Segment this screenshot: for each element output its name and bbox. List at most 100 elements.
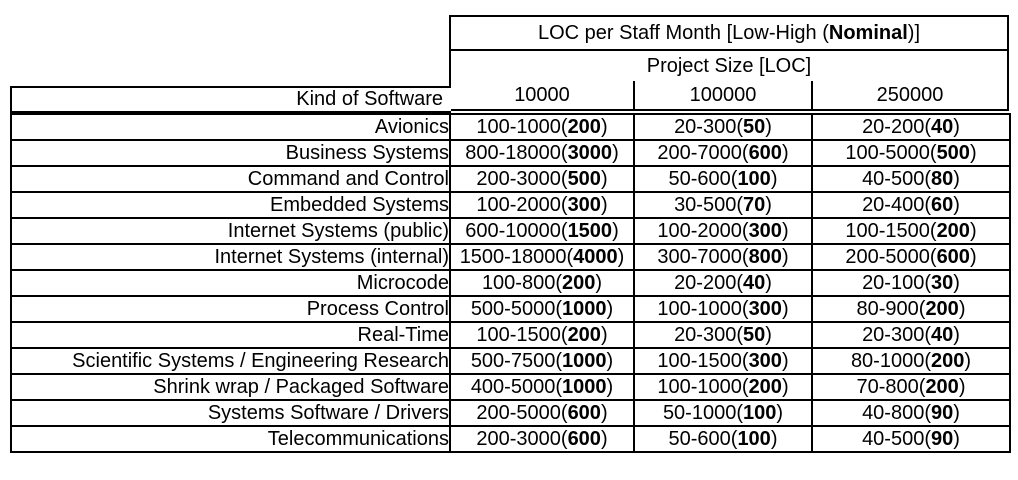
value-cell: 400-5000(1000) [449, 373, 635, 401]
nominal-value: 1000 [562, 297, 607, 320]
kind-cell: Real-Time [10, 321, 451, 349]
nominal-value: 600 [748, 141, 782, 164]
nominal-value: 600 [567, 427, 601, 450]
kind-cell: Microcode [10, 269, 451, 297]
nominal-value: 300 [748, 219, 782, 242]
kind-cell: Scientific Systems / Engineering Researc… [10, 347, 451, 375]
nominal-value: 500 [936, 141, 970, 164]
table-row: Shrink wrap / Packaged Software 400-5000(… [10, 373, 1011, 401]
column-header-10000: 10000 [514, 83, 570, 106]
nominal-value: 200 [925, 297, 959, 320]
table-row: Embedded Systems 100-2000(300) 30-500(70) 2… [10, 191, 1011, 219]
nominal-value: 90 [931, 427, 954, 450]
value-cell: 20-400(60) [811, 191, 1011, 219]
nominal-value: 300 [567, 193, 601, 216]
nominal-value: 1000 [562, 349, 607, 372]
data-table: Avionics 100-1000(200) 20-300(50) 20-200(40… [10, 113, 1011, 453]
nominal-value: 800 [748, 245, 782, 268]
nominal-value: 200 [931, 349, 965, 372]
value-cell: 40-500(80) [811, 165, 1011, 193]
value-cell: 50-600(100) [633, 165, 813, 193]
value-cell: 30-500(70) [633, 191, 813, 219]
value-cell: 20-100(30) [811, 269, 1011, 297]
value-cell: 70-800(200) [811, 373, 1011, 401]
nominal-value: 70 [743, 193, 766, 216]
kind-cell: Command and Control [10, 165, 451, 193]
value-cell: 20-200(40) [633, 269, 813, 297]
table-title: LOC per Staff Month [Low-High (Nominal)] [451, 17, 1007, 51]
nominal-value: 50 [743, 323, 766, 346]
nominal-value: 500 [567, 167, 601, 190]
value-cell: 100-800(200) [449, 269, 635, 297]
nominal-value: 60 [931, 193, 954, 216]
value-cell: 100-1000(200) [633, 373, 813, 401]
nominal-value: 300 [748, 349, 782, 372]
value-cell: 100-1500(300) [633, 347, 813, 375]
nominal-value: 200 [925, 375, 959, 398]
value-cell: 20-300(50) [633, 113, 813, 141]
column-header-100000: 100000 [633, 81, 811, 109]
table-row: Internet Systems (internal) 1500-18000(40… [10, 243, 1011, 271]
value-cell: 50-1000(100) [633, 399, 813, 427]
nominal-value: 200 [562, 271, 596, 294]
value-cell: 200-3000(600) [449, 425, 635, 453]
nominal-value: 200 [748, 375, 782, 398]
table-row: Internet Systems (public) 600-10000(1500)… [10, 217, 1011, 245]
table-row: Microcode 100-800(200) 20-200(40) 20-100(30… [10, 269, 1011, 297]
nominal-value: 80 [931, 167, 954, 190]
nominal-value: 100 [737, 167, 771, 190]
nominal-value: 3000 [567, 141, 613, 164]
nominal-value: 4000 [573, 245, 618, 268]
value-cell: 100-2000(300) [449, 191, 635, 219]
kind-cell: Telecommunications [10, 425, 451, 453]
table-row: Telecommunications 200-3000(600) 50-600(10… [10, 425, 1011, 453]
nominal-value: 40 [931, 115, 954, 138]
nominal-value: 200 [936, 219, 970, 242]
column-header-250000: 250000 [811, 81, 1007, 109]
value-cell: 200-5000(600) [811, 243, 1011, 271]
table-row: Real-Time 100-1500(200) 20-300(50) 20-300(4… [10, 321, 1011, 349]
value-cell: 500-5000(1000) [449, 295, 635, 323]
value-cell: 200-7000(600) [633, 139, 813, 167]
kind-cell: Systems Software / Drivers [10, 399, 451, 427]
nominal-value: 100 [737, 427, 771, 450]
value-cell: 100-1000(200) [449, 113, 635, 141]
nominal-value: 600 [567, 401, 601, 424]
project-size-header: Project Size [LOC] [646, 54, 812, 77]
value-cell: 1500-18000(4000) [449, 243, 635, 271]
data-table-body: Avionics 100-1000(200) 20-300(50) 20-200(40… [10, 113, 1011, 453]
nominal-value: 40 [743, 271, 766, 294]
table-row: Command and Control 200-3000(500) 50-600(1… [10, 165, 1011, 193]
value-cell: 200-3000(500) [449, 165, 635, 193]
value-cell: 20-300(40) [811, 321, 1011, 349]
title-suffix-text: )] [907, 21, 920, 44]
value-cell: 500-7500(1000) [449, 347, 635, 375]
table-row: Process Control 500-5000(1000) 100-1000(30… [10, 295, 1011, 323]
kind-cell: Internet Systems (internal) [10, 243, 451, 271]
table-row: Systems Software / Drivers 200-5000(600) 5… [10, 399, 1011, 427]
nominal-value: 40 [931, 323, 954, 346]
nominal-value: 1500 [567, 219, 613, 242]
kind-cell: Business Systems [10, 139, 451, 167]
size-columns-row: 10000 100000 250000 [451, 81, 1007, 109]
table-row: Business Systems 800-18000(3000) 200-7000(… [10, 139, 1011, 167]
value-cell: 40-800(90) [811, 399, 1011, 427]
value-cell: 40-500(90) [811, 425, 1011, 453]
value-cell: 100-5000(500) [811, 139, 1011, 167]
value-cell: 20-200(40) [811, 113, 1011, 141]
nominal-value: 200 [567, 323, 601, 346]
title-bold-text: Nominal [828, 21, 908, 44]
value-cell: 50-600(100) [633, 425, 813, 453]
nominal-value: 90 [931, 401, 954, 424]
kind-cell: Avionics [10, 113, 451, 141]
nominal-value: 50 [743, 115, 766, 138]
kind-cell: Internet Systems (public) [10, 217, 451, 245]
kind-of-software-header: Kind of Software [10, 86, 451, 113]
value-cell: 80-900(200) [811, 295, 1011, 323]
title-text: LOC per Staff Month [Low-High ( [538, 21, 829, 44]
value-cell: 100-2000(300) [633, 217, 813, 245]
nominal-value: 100 [743, 401, 777, 424]
value-cell: 800-18000(3000) [449, 139, 635, 167]
kind-cell: Embedded Systems [10, 191, 451, 219]
